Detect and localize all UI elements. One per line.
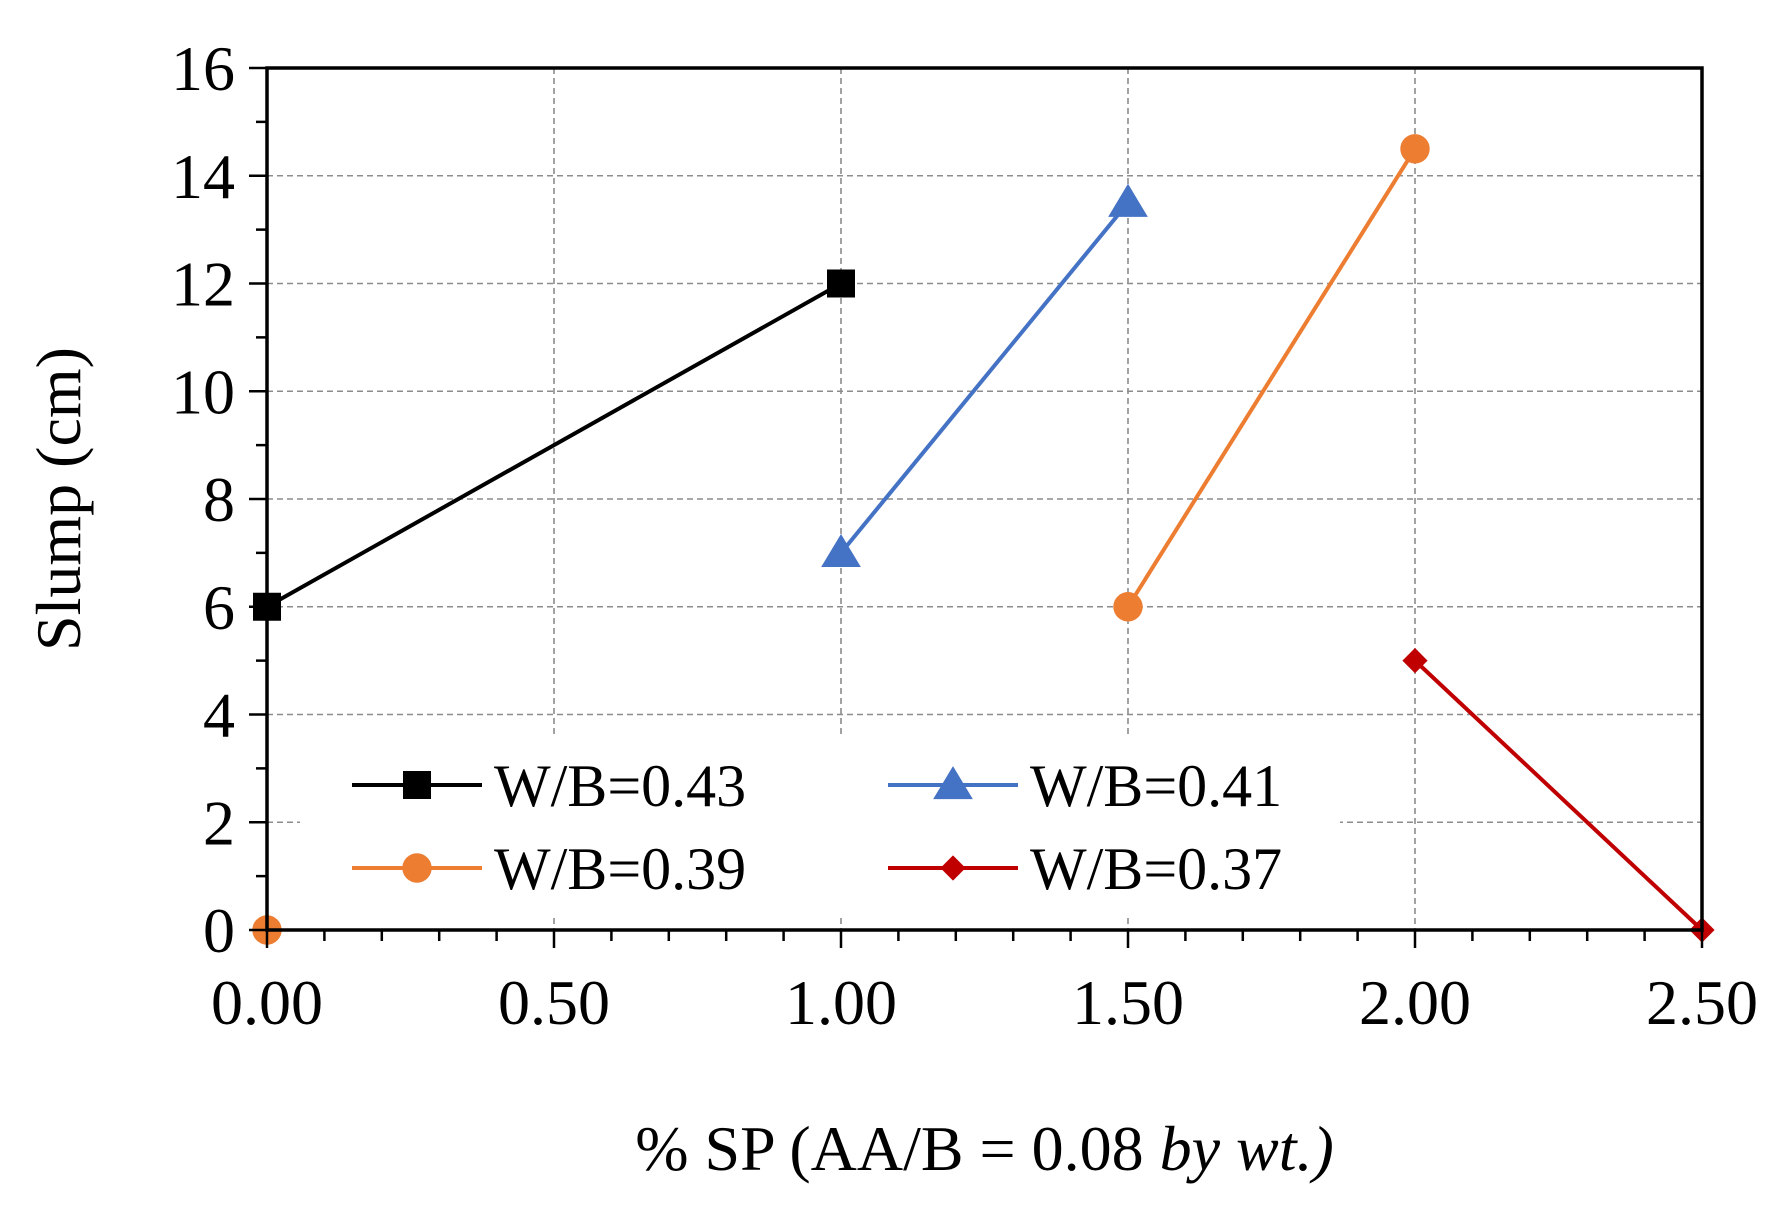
grid-lines bbox=[267, 68, 1702, 930]
legend-label: W/B=0.43 bbox=[494, 753, 746, 819]
data-point bbox=[827, 269, 855, 298]
data-point bbox=[821, 533, 861, 568]
x-axis-title-main: % SP (AA/B = 0.08 bbox=[635, 1113, 1159, 1184]
y-tick-label: 2 bbox=[203, 787, 235, 858]
data-point bbox=[1113, 592, 1143, 622]
series-layer bbox=[252, 134, 1715, 945]
series-line bbox=[839, 201, 1130, 555]
x-tick-label: 2.50 bbox=[1646, 967, 1758, 1038]
legend-marker bbox=[403, 771, 431, 799]
legend-box bbox=[300, 735, 1340, 915]
axis-ticks bbox=[249, 66, 1704, 948]
y-tick-label: 14 bbox=[171, 141, 235, 212]
series-line bbox=[1126, 147, 1417, 608]
legend-marker bbox=[402, 853, 432, 883]
series-W/B=0.37 bbox=[1402, 648, 1715, 943]
y-axis-title: Slump (cm) bbox=[23, 347, 94, 651]
legend: W/B=0.43 W/B=0.41 W/B=0.39 W/B=0.37 bbox=[352, 753, 1282, 902]
x-tick-label: 1.50 bbox=[1072, 967, 1184, 1038]
legend-entry: W/B=0.43 bbox=[352, 753, 746, 819]
data-point bbox=[1108, 183, 1148, 217]
x-tick-label: 1.00 bbox=[785, 967, 897, 1038]
legend-marker bbox=[933, 766, 973, 800]
series-W/B=0.39 bbox=[1113, 134, 1430, 622]
legend-label: W/B=0.41 bbox=[1030, 753, 1282, 819]
legend-entry: W/B=0.37 bbox=[888, 836, 1282, 902]
legend-label: W/B=0.39 bbox=[494, 836, 746, 902]
legend-marker bbox=[940, 855, 966, 881]
series-line bbox=[1413, 659, 1704, 932]
y-tick-label: 8 bbox=[203, 464, 235, 535]
y-tick-label: 16 bbox=[171, 33, 235, 104]
data-point bbox=[1400, 134, 1430, 164]
series-line bbox=[266, 281, 842, 609]
y-tick-label: 4 bbox=[203, 680, 235, 751]
x-axis-title: % SP (AA/B = 0.08 by wt.) bbox=[635, 1113, 1334, 1184]
y-tick-label: 12 bbox=[171, 249, 235, 320]
y-tick-label: 10 bbox=[171, 356, 235, 427]
x-tick-label: 2.00 bbox=[1359, 967, 1471, 1038]
x-tick-label: 0.50 bbox=[498, 967, 610, 1038]
series-W/B=0.41 bbox=[821, 183, 1148, 568]
legend-label: W/B=0.37 bbox=[1030, 836, 1282, 902]
data-point bbox=[1402, 648, 1428, 674]
legend-background bbox=[300, 735, 1340, 915]
x-tick-label: 0.00 bbox=[211, 967, 323, 1038]
legend-entry: W/B=0.39 bbox=[352, 836, 746, 902]
y-tick-label: 0 bbox=[203, 895, 235, 966]
tick-labels: 0 2 4 6 8 10 12 14 16 0.00 0.50 1.00 1.50 2.00 2.50 bbox=[171, 33, 1758, 1038]
x-axis-title-italic: by wt.) bbox=[1160, 1113, 1334, 1184]
legend-entry: W/B=0.41 bbox=[888, 753, 1282, 819]
y-tick-label: 6 bbox=[203, 572, 235, 643]
